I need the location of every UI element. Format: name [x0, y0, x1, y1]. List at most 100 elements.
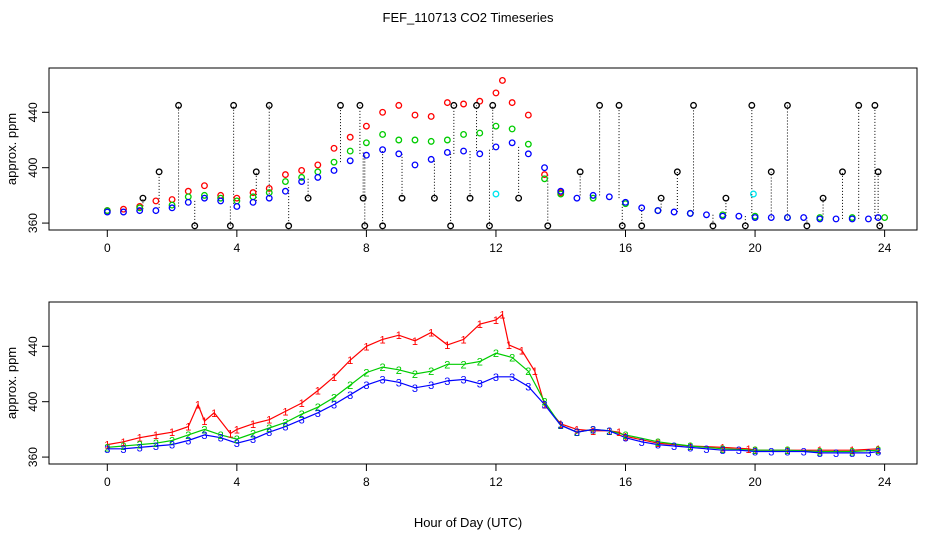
spike-point	[767, 168, 775, 176]
series-3-marker: 3	[363, 380, 369, 392]
series-3-point	[767, 214, 775, 221]
series-1-marker: 1	[412, 336, 418, 348]
series-2-marker: 2	[444, 359, 450, 371]
series-3-point	[314, 173, 322, 181]
series-2-marker: 2	[266, 423, 272, 435]
series-1-point	[201, 182, 208, 190]
series-2-point	[541, 175, 548, 183]
series-2-point	[168, 201, 176, 209]
series-1-marker: 1	[120, 437, 126, 449]
spike-point	[361, 222, 369, 230]
series-3-point	[217, 197, 225, 205]
series-1-point	[298, 167, 306, 174]
top-y-axis-label: approx. ppm	[4, 113, 19, 185]
series-3-marker: 3	[461, 375, 467, 387]
spike-point	[839, 168, 846, 176]
series-2-point	[362, 139, 370, 147]
series-1-point	[541, 171, 548, 179]
series-1-marker: 1	[137, 433, 143, 445]
series-3-point	[362, 151, 370, 159]
top-spike-lines	[142, 105, 881, 226]
series-3-marker: 3	[493, 372, 499, 384]
top-axes: 0 4 8 12 16 20 24 360 400 440	[26, 102, 892, 255]
series-1-point	[379, 108, 387, 116]
spike-point	[690, 101, 697, 109]
series-2-point	[184, 193, 192, 201]
spike-point	[596, 101, 604, 109]
series-2-marker: 2	[558, 420, 564, 432]
x-tick-label: 0	[104, 241, 111, 255]
series-3-point	[751, 214, 759, 221]
series-3-point	[184, 198, 192, 206]
series-2-marker: 2	[622, 430, 628, 442]
spike-point	[657, 194, 665, 202]
spike-point	[356, 101, 364, 109]
series-2-marker: 2	[153, 438, 159, 450]
series-2-marker: 2	[720, 444, 726, 456]
series-2-point	[589, 194, 597, 202]
series-3-point	[638, 204, 646, 212]
series-2-marker: 2	[363, 368, 369, 380]
series-3-marker: 3	[558, 420, 564, 432]
top-plot-frame	[48, 67, 918, 231]
spike-point	[544, 222, 552, 230]
series-3-marker: 3	[801, 447, 807, 459]
spike-point	[489, 101, 497, 109]
series-3-marker: 3	[250, 434, 256, 446]
spike-point	[638, 222, 646, 230]
spike-point	[486, 222, 493, 230]
series-3-marker: 3	[703, 444, 709, 456]
series-1-marker: 1	[153, 430, 159, 442]
series-3-marker: 3	[218, 433, 224, 445]
x-tick-label: 20	[748, 475, 762, 489]
series-3-point	[103, 208, 111, 216]
series-1-point	[476, 97, 484, 105]
series-1-line	[107, 313, 879, 451]
series-1-marker: 1	[784, 445, 790, 457]
series-1-marker: 1	[655, 438, 661, 450]
series-3-point	[379, 146, 387, 154]
series-2-point	[281, 178, 289, 185]
series-2-point	[379, 131, 387, 138]
x-axis-label: Hour of Day (UTC)	[414, 515, 522, 530]
series-3-point	[589, 191, 597, 199]
series-1-point	[314, 161, 322, 169]
series-2-marker: 2	[234, 434, 240, 446]
series-2-point	[330, 158, 338, 166]
spike-point	[876, 222, 884, 230]
series-3-point	[524, 150, 532, 158]
bottom-series-lines	[107, 313, 879, 454]
series-3-point	[654, 207, 662, 215]
series-2-marker: 2	[315, 402, 321, 414]
spike-point	[252, 168, 260, 176]
series-1-marker: 1	[211, 408, 217, 420]
spike-point	[398, 194, 406, 202]
series-1-marker: 1	[428, 327, 434, 339]
series-3-point	[622, 198, 629, 206]
series-3-point	[783, 214, 791, 221]
series-3-marker: 3	[574, 427, 580, 439]
series-1-point	[346, 133, 354, 141]
spike-point	[576, 168, 584, 176]
series-3-point	[686, 209, 694, 217]
series-3-point	[120, 208, 127, 216]
series-2-point	[346, 147, 354, 155]
series-1-point	[427, 113, 435, 120]
x-tick-label: 16	[619, 475, 633, 489]
series-2-marker: 2	[185, 430, 191, 442]
series-1-marker: 1	[104, 440, 110, 452]
series-2-point	[411, 136, 419, 144]
series-2-marker: 2	[590, 424, 596, 436]
x-tick-label: 8	[363, 241, 370, 255]
series-3-marker: 3	[396, 377, 402, 389]
series-2-marker: 2	[875, 445, 881, 457]
series-2-marker: 2	[849, 447, 855, 459]
series-1-marker: 1	[616, 427, 622, 439]
series-3-marker: 3	[752, 447, 758, 459]
series-3-marker: 3	[671, 441, 677, 453]
series-1-marker: 1	[347, 355, 353, 367]
series-2-point	[395, 136, 403, 144]
x-tick-label: 4	[234, 241, 241, 255]
series-3-marker: 3	[606, 426, 612, 438]
